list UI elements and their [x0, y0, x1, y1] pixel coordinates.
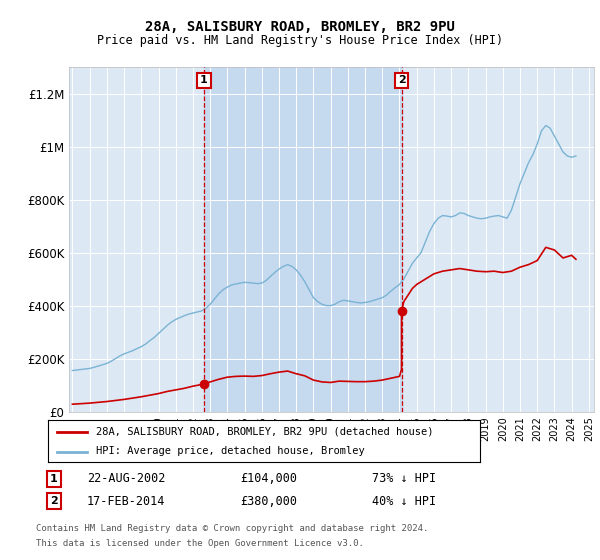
Text: Contains HM Land Registry data © Crown copyright and database right 2024.: Contains HM Land Registry data © Crown c…	[36, 524, 428, 533]
Text: 40% ↓ HPI: 40% ↓ HPI	[372, 494, 436, 508]
Text: 2: 2	[50, 496, 58, 506]
Text: £380,000: £380,000	[240, 494, 297, 508]
Text: 22-AUG-2002: 22-AUG-2002	[87, 472, 166, 486]
Text: Price paid vs. HM Land Registry's House Price Index (HPI): Price paid vs. HM Land Registry's House …	[97, 34, 503, 46]
Text: 1: 1	[50, 474, 58, 484]
Text: HPI: Average price, detached house, Bromley: HPI: Average price, detached house, Brom…	[95, 446, 364, 456]
Text: 1: 1	[200, 76, 208, 86]
Text: 28A, SALISBURY ROAD, BROMLEY, BR2 9PU (detached house): 28A, SALISBURY ROAD, BROMLEY, BR2 9PU (d…	[95, 427, 433, 437]
Text: 73% ↓ HPI: 73% ↓ HPI	[372, 472, 436, 486]
Text: 28A, SALISBURY ROAD, BROMLEY, BR2 9PU: 28A, SALISBURY ROAD, BROMLEY, BR2 9PU	[145, 20, 455, 34]
Bar	[204, 67, 401, 412]
Text: 2: 2	[398, 76, 406, 86]
Text: 17-FEB-2014: 17-FEB-2014	[87, 494, 166, 508]
Text: This data is licensed under the Open Government Licence v3.0.: This data is licensed under the Open Gov…	[36, 539, 364, 548]
Text: £104,000: £104,000	[240, 472, 297, 486]
